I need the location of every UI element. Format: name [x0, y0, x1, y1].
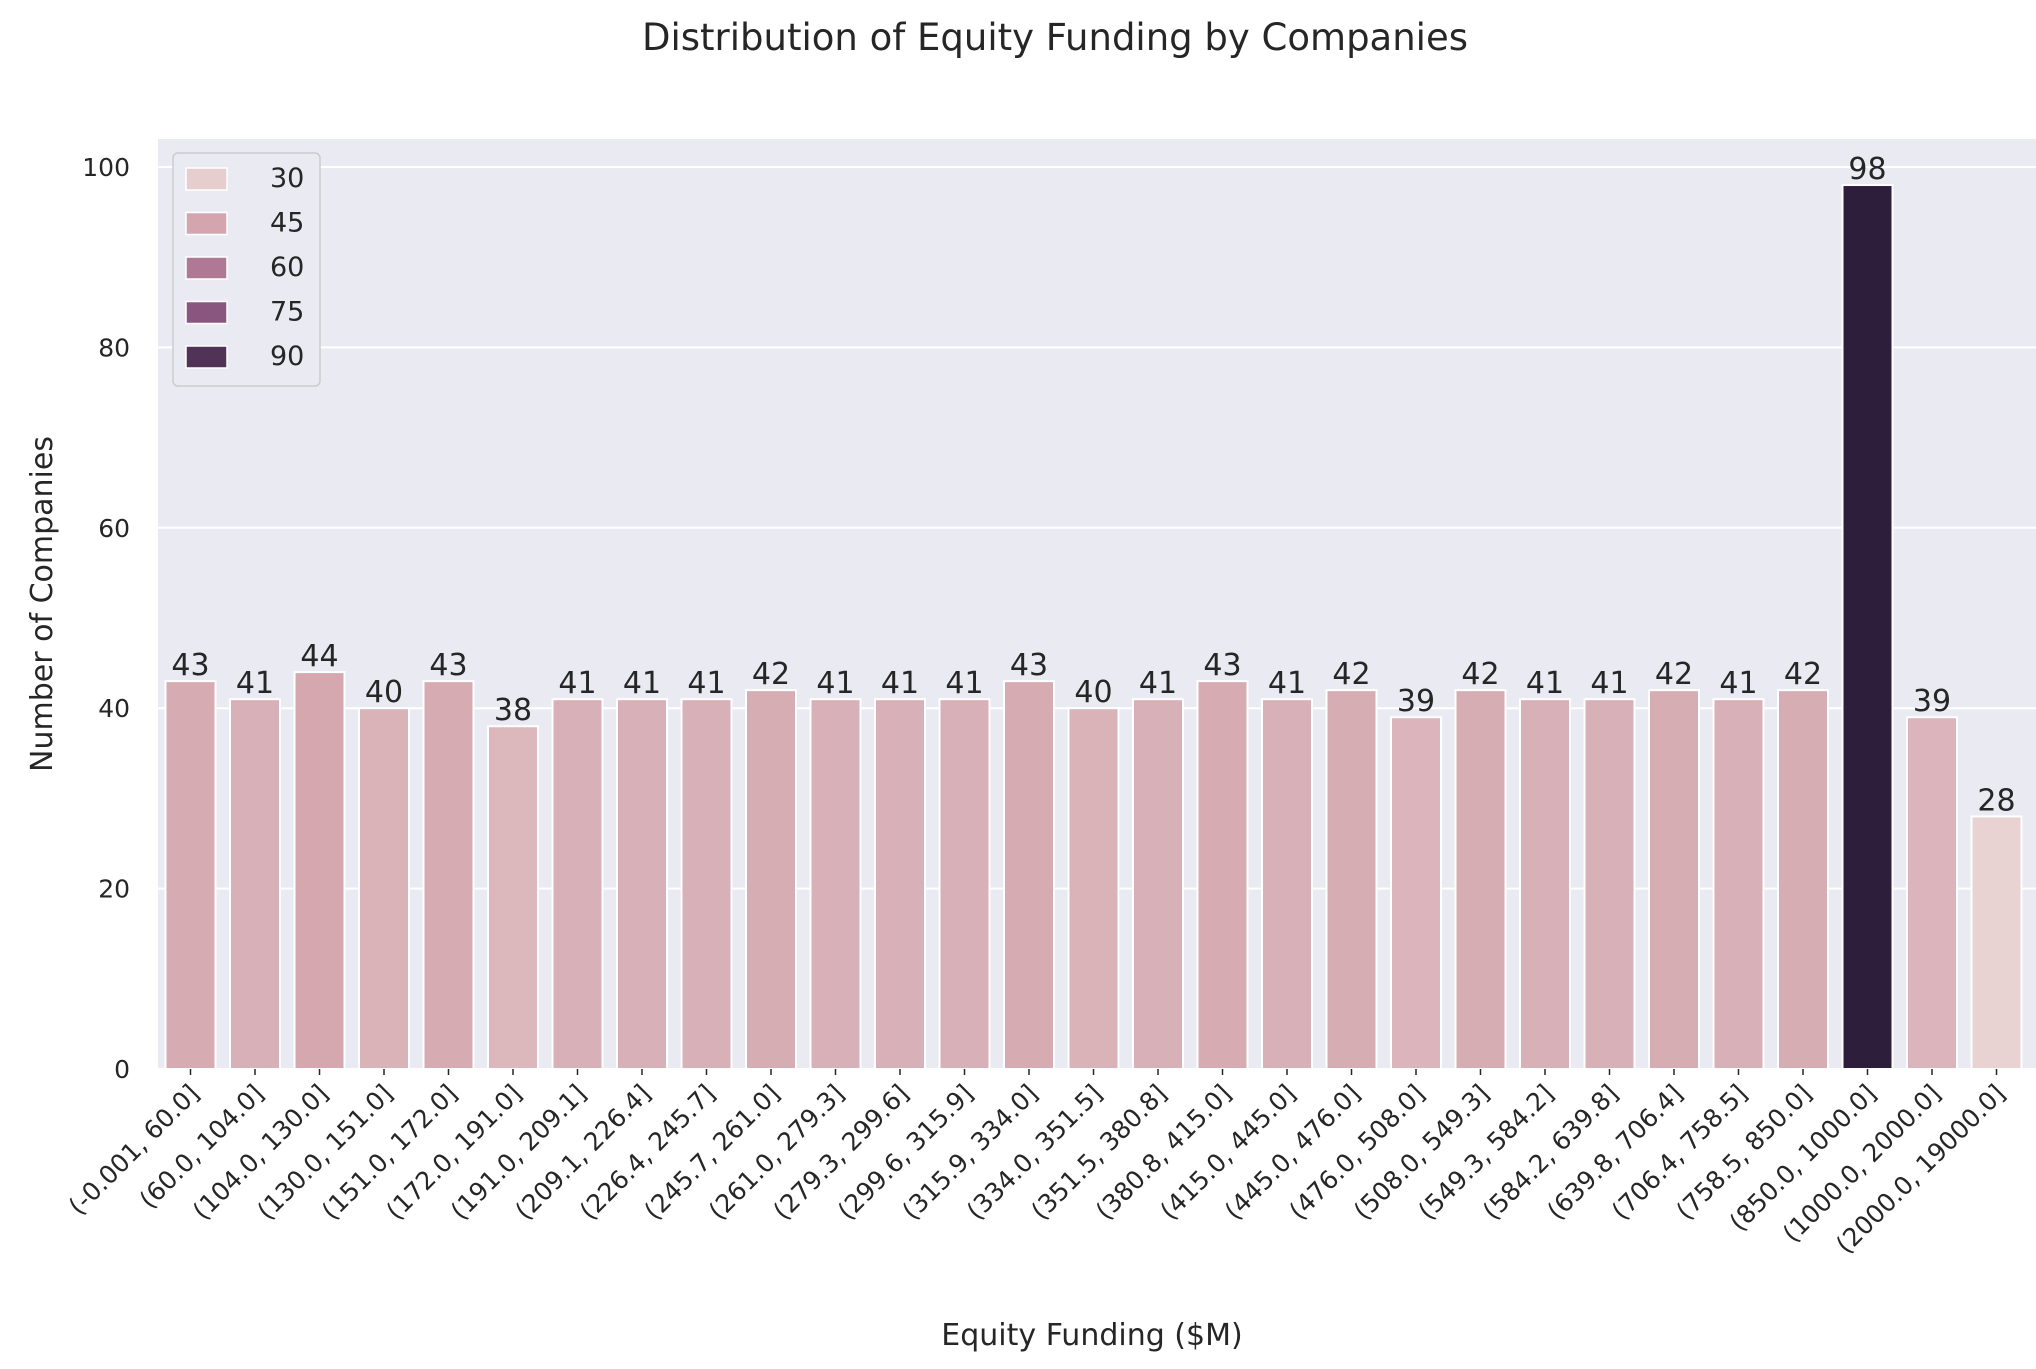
bar [229, 698, 281, 1070]
bar [1519, 698, 1571, 1070]
data-label: 41 [236, 666, 274, 701]
legend-label: 75 [270, 297, 304, 328]
legend-swatch [185, 345, 228, 369]
bar [1906, 716, 1958, 1070]
y-tick-label: 20 [98, 875, 130, 904]
data-label: 39 [1913, 684, 1951, 719]
chart-title: Distribution of Equity Funding by Compan… [642, 16, 1468, 59]
x-axis-ticks: (-0.001, 60.0](60.0, 104.0](104.0, 130.0… [63, 1069, 2011, 1259]
bar [1067, 707, 1120, 1070]
data-label: 42 [1655, 657, 1693, 692]
data-label: 39 [1397, 684, 1435, 719]
data-label: 98 [1848, 152, 1886, 187]
data-label: 42 [752, 657, 790, 692]
data-label: 41 [945, 666, 983, 701]
data-label: 41 [1268, 666, 1306, 701]
bar [551, 698, 604, 1070]
data-label: 42 [1461, 657, 1499, 692]
bar [358, 707, 410, 1070]
legend-swatch [185, 256, 228, 280]
bar [1196, 680, 1249, 1070]
data-label: 43 [171, 648, 209, 683]
bar [293, 671, 346, 1070]
data-label: 43 [1203, 648, 1241, 683]
y-tick-label: 100 [82, 153, 130, 182]
legend-label: 30 [270, 163, 304, 194]
y-tick-label: 80 [98, 333, 130, 362]
legend-label: 45 [270, 208, 304, 239]
data-label: 41 [1139, 666, 1177, 701]
data-label: 28 [1977, 783, 2015, 818]
y-axis-title: Number of Companies [25, 436, 60, 772]
data-label: 42 [1332, 657, 1370, 692]
bar [164, 680, 217, 1070]
data-label: 43 [429, 648, 467, 683]
bar [487, 725, 539, 1070]
bar [422, 680, 475, 1070]
bar [1712, 698, 1765, 1070]
bar [1325, 689, 1378, 1070]
bar [1390, 716, 1442, 1070]
data-label: 40 [1074, 675, 1112, 710]
data-label: 41 [881, 666, 919, 701]
data-label: 38 [494, 693, 532, 728]
data-label: 41 [1719, 666, 1757, 701]
data-label: 41 [558, 666, 596, 701]
bar [809, 698, 862, 1070]
bars [164, 184, 2023, 1071]
bar [1132, 698, 1184, 1070]
legend-swatch [185, 211, 228, 236]
bar [874, 698, 926, 1070]
bar [1003, 680, 1055, 1070]
data-label: 41 [623, 666, 661, 701]
legend-swatch [185, 300, 228, 325]
bar [680, 698, 733, 1070]
data-label: 43 [1010, 648, 1048, 683]
y-tick-label: 40 [98, 694, 130, 723]
y-tick-label: 0 [114, 1055, 130, 1084]
bar [1648, 689, 1700, 1070]
bar [616, 698, 668, 1070]
bar [1841, 184, 1894, 1071]
bar [1583, 698, 1636, 1070]
data-label: 41 [1526, 666, 1564, 701]
data-label: 40 [365, 675, 403, 710]
data-label: 41 [1590, 666, 1628, 701]
legend-label: 60 [270, 252, 304, 283]
y-axis-ticks: 0 20 40 60 80 100 [82, 153, 130, 1084]
bar [1454, 689, 1507, 1070]
x-axis-title: Equity Funding ($M) [941, 1318, 1242, 1353]
data-label: 41 [816, 666, 854, 701]
data-label: 41 [687, 666, 725, 701]
legend-box [172, 152, 321, 387]
bar [938, 698, 991, 1070]
bar [1970, 815, 2023, 1070]
bar [1777, 689, 1829, 1070]
bar [745, 689, 797, 1070]
legend: 30 45 60 75 90 [172, 152, 321, 387]
bar [1261, 698, 1313, 1070]
data-labels: 43 41 44 40 43 38 41 41 41 42 41 41 41 43 40 41 43 41 42 39… [171, 152, 2015, 818]
legend-label: 90 [270, 341, 304, 372]
legend-swatch [185, 167, 228, 191]
data-label: 42 [1784, 657, 1822, 692]
data-label: 44 [300, 639, 338, 674]
y-tick-label: 60 [98, 514, 130, 543]
